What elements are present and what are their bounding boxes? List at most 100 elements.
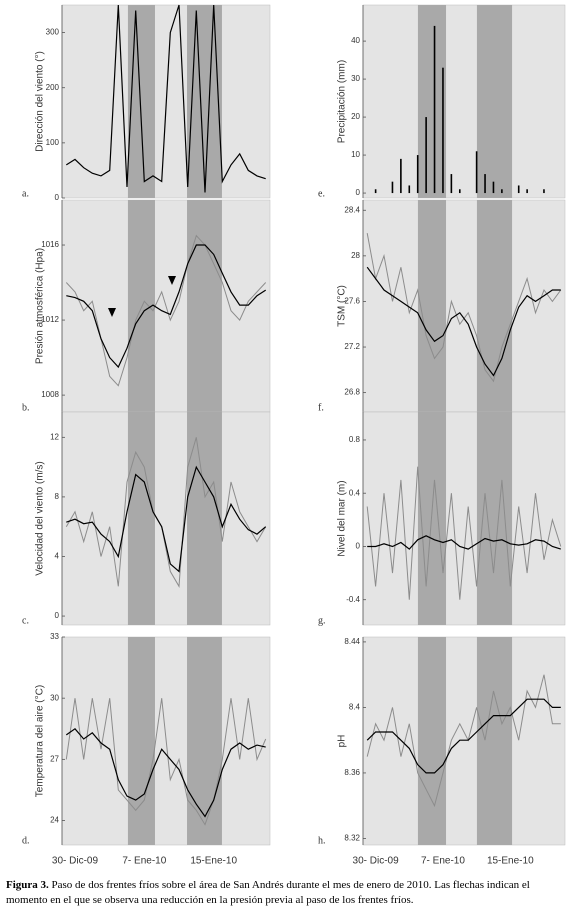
caption-label: Figura 3.	[6, 879, 49, 891]
panel-label: f.	[318, 402, 324, 413]
y-tick-label: 27	[50, 754, 59, 763]
arrow	[108, 308, 116, 317]
series-line	[66, 465, 267, 573]
bar	[492, 181, 495, 194]
front-band	[127, 5, 155, 198]
series-line	[367, 535, 561, 550]
panel-label: d.	[22, 835, 30, 846]
y-axis-label: Nivel del mar (m)	[337, 480, 348, 556]
y-axis-label: Precipitación (mm)	[337, 60, 348, 143]
y-tick-label: 8.32	[344, 834, 360, 843]
bar	[484, 174, 486, 194]
front-band	[417, 412, 447, 625]
front-band	[127, 637, 155, 845]
arrow	[168, 276, 176, 285]
y-tick-label: 8	[55, 492, 60, 501]
front-band	[476, 200, 513, 412]
panel-background	[362, 636, 566, 846]
y-axis-label: Dirección del viento (°)	[35, 51, 46, 152]
front-band	[417, 5, 447, 198]
series-line	[65, 4, 266, 193]
y-tick-label: 12	[50, 432, 59, 441]
y-tick-label: 1008	[41, 390, 59, 399]
bar	[517, 185, 520, 194]
y-tick-label: -0.4	[346, 595, 360, 604]
bar	[408, 185, 411, 194]
series-line	[66, 244, 267, 369]
y-tick-label: 20	[351, 112, 360, 121]
bar	[433, 25, 436, 194]
y-tick-label: 26.8	[344, 388, 360, 397]
x-tick-label: 7- Ene-10	[421, 856, 465, 867]
bar	[391, 181, 394, 194]
y-tick-label: 0.4	[349, 488, 361, 497]
y-tick-label: 8.44	[344, 637, 360, 646]
bar	[543, 189, 545, 194]
y-axis-label: TSM (°C)	[337, 285, 348, 327]
series-line	[366, 674, 561, 808]
x-tick-label: 15-Ene-10	[190, 856, 237, 867]
y-axis-label: Presión atmosférica (Hpa)	[35, 248, 46, 364]
y-tick-label: 40	[351, 36, 360, 45]
y-tick-label: 33	[50, 632, 59, 641]
panel-label: g.	[318, 615, 326, 626]
front-band	[187, 5, 222, 198]
front-band	[127, 200, 155, 412]
bar	[374, 189, 377, 194]
x-tick-label: 30- Dic-09	[353, 856, 400, 867]
series-line	[366, 266, 561, 377]
y-tick-label: 0	[356, 542, 361, 551]
y-tick-label: 0	[356, 188, 361, 197]
x-tick-label: 15-Ene-10	[487, 856, 534, 867]
caption: Figura 3. Paso de dos frentes fríos sobr…	[6, 878, 574, 908]
bar	[458, 189, 461, 194]
y-tick-label: 1016	[41, 240, 59, 249]
y-tick-label: 28.4	[344, 205, 360, 214]
y-tick-label: 0	[55, 193, 60, 202]
bar	[400, 158, 402, 194]
panel-label: b.	[22, 402, 30, 413]
y-tick-label: 8.36	[344, 768, 360, 777]
caption-text: Paso de dos frentes fríos sobre el área …	[6, 879, 530, 906]
series-line	[366, 466, 562, 600]
front-band	[417, 637, 447, 845]
bar	[501, 189, 503, 194]
front-band	[476, 5, 513, 198]
y-tick-label: 30	[351, 74, 360, 83]
y-tick-label: 27.2	[344, 342, 360, 351]
y-tick-label: 0.8	[349, 435, 361, 444]
y-axis-label: pH	[337, 735, 348, 748]
bar	[416, 155, 419, 194]
front-band	[187, 412, 222, 625]
panel-background	[362, 4, 566, 199]
front-band	[476, 412, 513, 625]
front-band	[417, 200, 447, 412]
x-tick-label: 30- Dic-09	[52, 856, 99, 867]
y-tick-label: 24	[50, 816, 59, 825]
series-line	[65, 727, 266, 818]
y-axis-label: Velocidad del viento (m/s)	[35, 461, 46, 576]
bar	[475, 151, 478, 194]
y-tick-label: 0	[55, 611, 60, 620]
series-line	[366, 698, 561, 774]
bar	[442, 67, 444, 194]
bar	[425, 117, 427, 194]
panel-background	[61, 411, 271, 626]
y-tick-label: 28	[351, 251, 360, 260]
panel-background	[362, 411, 566, 626]
y-tick-label: 1012	[41, 315, 59, 324]
y-tick-label: 30	[50, 693, 59, 702]
panel-label: h.	[318, 835, 326, 846]
y-tick-label: 8.4	[349, 703, 361, 712]
bar	[526, 189, 528, 194]
front-band	[476, 637, 513, 845]
front-band	[127, 412, 155, 625]
y-tick-label: 300	[46, 28, 60, 37]
y-tick-label: 10	[351, 150, 360, 159]
y-axis-label: Temperatura del aire (°C)	[35, 685, 46, 797]
panel-label: c.	[22, 615, 29, 626]
y-tick-label: 100	[46, 138, 60, 147]
series-line	[65, 437, 267, 588]
